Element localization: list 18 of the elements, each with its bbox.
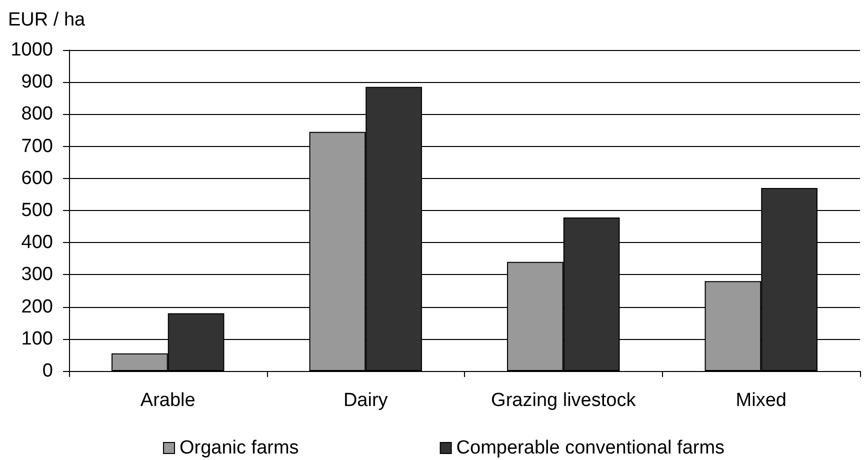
y-tick-label: 800 <box>21 104 53 125</box>
y-tick-label: 500 <box>21 200 53 221</box>
y-axis-title: EUR / ha <box>8 10 86 30</box>
x-tick-label: Arable <box>140 390 196 411</box>
y-tick-label: 1000 <box>10 40 53 60</box>
y-tick-label: 700 <box>21 136 53 157</box>
y-tick-label: 600 <box>21 168 53 189</box>
y-tick-label: 0 <box>42 360 53 382</box>
legend-label: Comperable conventional farms <box>456 438 725 458</box>
y-tick-label: 100 <box>21 328 53 350</box>
legend-label: Organic farms <box>180 438 299 458</box>
x-tick-label: Mixed <box>736 390 786 411</box>
y-tick-label: 900 <box>21 72 53 93</box>
y-tick-label: 400 <box>21 232 53 254</box>
y-tick-label: 300 <box>21 264 53 286</box>
y-tick-label: 200 <box>21 296 53 318</box>
x-tick-label: Grazing livestock <box>491 390 636 411</box>
x-tick-label: Dairy <box>343 390 388 411</box>
